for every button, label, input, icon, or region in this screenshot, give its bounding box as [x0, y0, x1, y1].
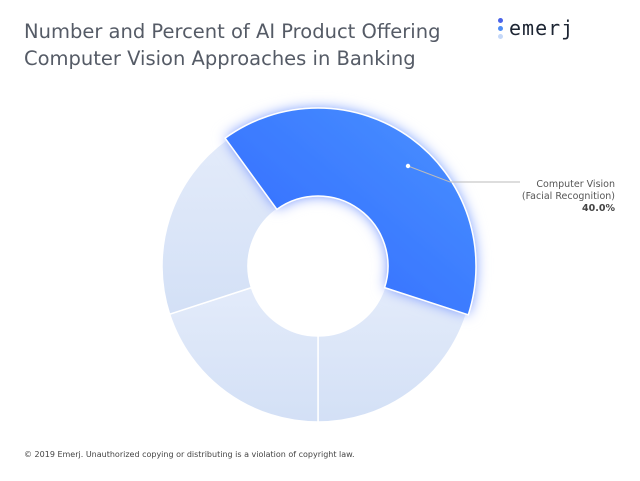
slice-label-value: 40.0% [582, 203, 615, 214]
donut-slice [161, 138, 278, 316]
title-line-2: Computer Vision Approaches in Banking [24, 47, 416, 70]
title-line-1: Number and Percent of AI Product Offerin… [24, 20, 441, 43]
slice-label-name-1: Computer Vision [536, 179, 615, 190]
logo-text: emerj [509, 16, 575, 40]
leader-dot [405, 163, 411, 169]
slice-label-name-2: (Facial Recognition) [521, 191, 615, 202]
emerj-logo: emerj [498, 16, 574, 40]
leader-line [407, 165, 520, 183]
chart-title: Number and Percent of AI Product Offerin… [24, 18, 464, 72]
donut-slice-highlighted [224, 107, 477, 316]
logo-dots-icon [498, 17, 503, 39]
copyright-footer: © 2019 Emerj. Unauthorized copying or di… [24, 450, 355, 459]
donut-slice [317, 286, 468, 423]
donut-slice [168, 286, 319, 423]
slice-label: Computer Vision (Facial Recognition) 40.… [522, 179, 615, 215]
